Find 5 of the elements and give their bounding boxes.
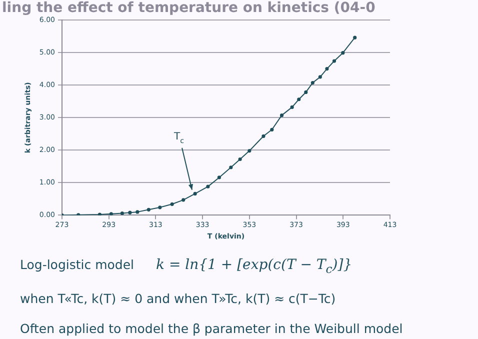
chart-title: ling the effect of temperature on kinetics (04-0 — [2, 0, 376, 16]
text: Log-logistic model — [20, 257, 134, 272]
text: when T«Tc, k(T) ≈ 0 and when T»Tc, k(T) ≈ c(T−Tc) — [20, 290, 336, 306]
text: k = ln{1 + [exp(c(T − T$_{c}$)]} — [156, 257, 352, 276]
text: Often applied to model the β parameter in the Weibull model — [20, 320, 403, 336]
